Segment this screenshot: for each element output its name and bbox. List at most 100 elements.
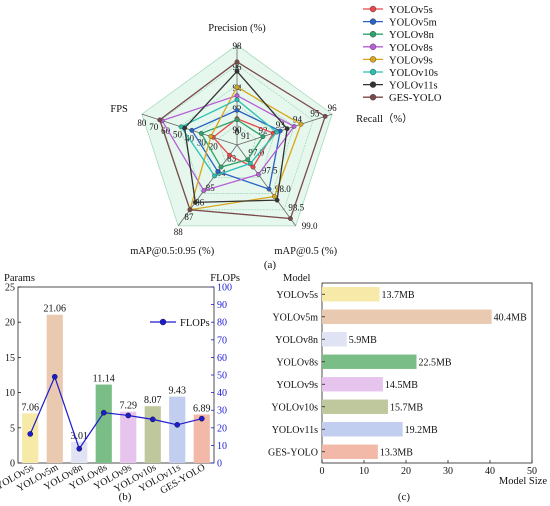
radar-tick-label: 97.5 bbox=[262, 166, 278, 176]
radar-tick-label: 80 bbox=[137, 118, 147, 128]
radar-series-point bbox=[266, 186, 272, 192]
params-bar bbox=[193, 414, 210, 463]
radar-series-point bbox=[298, 121, 304, 127]
flops-point bbox=[76, 445, 83, 452]
radar-series-point bbox=[284, 126, 290, 132]
y-tick-label: 10 bbox=[5, 388, 15, 399]
radar-series-point bbox=[234, 107, 240, 113]
radar-axis-line bbox=[177, 144, 238, 227]
category-label: YOLOv10s bbox=[271, 402, 318, 413]
flops-legend-label: FLOPs bbox=[180, 318, 210, 329]
category-label: YOLOv5m bbox=[272, 312, 318, 323]
radar-tick-label: 30 bbox=[197, 137, 207, 147]
size-bar bbox=[322, 422, 403, 437]
size-bar bbox=[322, 377, 383, 392]
flops-point bbox=[100, 409, 107, 416]
radar-series-point bbox=[189, 127, 195, 133]
radar-series-point bbox=[192, 199, 198, 205]
y2-tick-label: 90 bbox=[217, 300, 227, 311]
radar-tick-label: 50 bbox=[173, 130, 183, 140]
y2-axis-label: FLOPs bbox=[210, 273, 240, 284]
size-value-label: 14.5MB bbox=[385, 380, 418, 391]
x-tick-label: 10 bbox=[359, 466, 369, 477]
size-value-label: 22.5MB bbox=[419, 357, 452, 368]
size-bar bbox=[322, 444, 378, 459]
radar-series-point bbox=[234, 117, 240, 123]
size-value-label: 13.7MB bbox=[382, 290, 415, 301]
legend-label: YOLOv10s bbox=[389, 68, 438, 79]
legend-label: GES-YOLO bbox=[389, 93, 442, 104]
radar-series-point bbox=[157, 117, 163, 123]
legend-marker bbox=[369, 43, 377, 50]
radar-series-point bbox=[274, 129, 280, 135]
radar-axis-line bbox=[236, 113, 333, 146]
flops-point bbox=[27, 431, 34, 437]
radar-series-point bbox=[250, 164, 256, 170]
size-value-label: 19.2MB bbox=[405, 425, 438, 436]
params-value-label: 3.01 bbox=[71, 431, 89, 442]
radar-series-point bbox=[234, 68, 240, 74]
params-bar bbox=[120, 411, 137, 463]
radar-tick-label: 87 bbox=[184, 212, 194, 222]
params-value-label: 7.29 bbox=[120, 401, 138, 412]
radar-axis-name: mAP@0.5:0.95 (%) bbox=[130, 246, 215, 257]
y2-tick-label: 0 bbox=[217, 459, 222, 470]
category-label: YOLOv9s bbox=[276, 380, 318, 391]
x-tick-label: 50 bbox=[527, 466, 537, 477]
caption-a: (a) bbox=[264, 259, 277, 271]
legend-label: YOLOv5s bbox=[389, 5, 433, 16]
radar-tick-label: 98 bbox=[233, 41, 243, 51]
radar-series-point bbox=[272, 194, 277, 199]
legend-label: YOLOv9s bbox=[389, 55, 433, 66]
y-axis-label: Model bbox=[283, 273, 310, 284]
size-bar bbox=[322, 332, 347, 347]
params-value-label: 9.43 bbox=[169, 386, 187, 397]
radar-series-point bbox=[247, 160, 253, 166]
caption-c: (c) bbox=[398, 491, 411, 503]
x-axis-label: Model Size bbox=[499, 476, 547, 487]
caption-b: (b) bbox=[119, 491, 132, 503]
radar-series-point bbox=[212, 173, 217, 179]
radar-tick-label: 70 bbox=[149, 122, 159, 132]
radar-tick-label: 92 bbox=[258, 126, 267, 136]
flops-legend-marker bbox=[159, 318, 167, 326]
params-bar bbox=[144, 406, 161, 463]
flops-point bbox=[198, 415, 205, 422]
radar-series-point bbox=[274, 197, 280, 203]
y2-tick-label: 100 bbox=[217, 283, 232, 294]
legend-marker bbox=[369, 5, 377, 13]
radar-axis-name: FPS bbox=[110, 104, 128, 115]
params-bar bbox=[71, 441, 88, 463]
radar-series-point bbox=[187, 207, 193, 213]
radar-series-line bbox=[189, 86, 302, 211]
radar-tick-label: 60 bbox=[161, 126, 171, 136]
radar-chart: 0909294969891929394959697.097.598.098.59… bbox=[110, 23, 412, 257]
legend-marker bbox=[369, 56, 377, 63]
y2-tick-label: 30 bbox=[217, 406, 227, 417]
category-label: YOLOv11s bbox=[272, 425, 318, 436]
size-value-label: 40.4MB bbox=[494, 312, 527, 323]
radar-tick-label: 91 bbox=[241, 131, 250, 141]
radar-axis-name: Precision (%) bbox=[208, 23, 266, 34]
params-value-label: 21.06 bbox=[44, 304, 67, 315]
legend-label: YOLOv11s bbox=[389, 81, 438, 92]
legend-label: YOLOv5m bbox=[389, 18, 437, 29]
plot-frame bbox=[321, 282, 533, 464]
radar-tick-label: 98.0 bbox=[275, 184, 291, 194]
radar-tick-label: 88 bbox=[174, 227, 184, 237]
category-label: GES-YOLO bbox=[268, 447, 318, 458]
size-bar bbox=[322, 354, 417, 369]
x-tick-label: 30 bbox=[443, 466, 453, 477]
category-label: YOLOv5s bbox=[276, 290, 318, 301]
radar-series-point bbox=[234, 97, 240, 103]
flops-point bbox=[51, 373, 58, 380]
radar-series-line bbox=[161, 94, 296, 192]
radar-series-point bbox=[260, 134, 266, 139]
y2-tick-label: 10 bbox=[217, 441, 227, 452]
legend-label: YOLOv8s bbox=[389, 43, 433, 54]
size-bar bbox=[322, 399, 388, 414]
radar-series-point bbox=[182, 125, 188, 131]
params-value-label: 6.89 bbox=[193, 403, 211, 414]
y-axis-label: Params bbox=[4, 273, 35, 284]
radar-series-point bbox=[291, 124, 297, 129]
